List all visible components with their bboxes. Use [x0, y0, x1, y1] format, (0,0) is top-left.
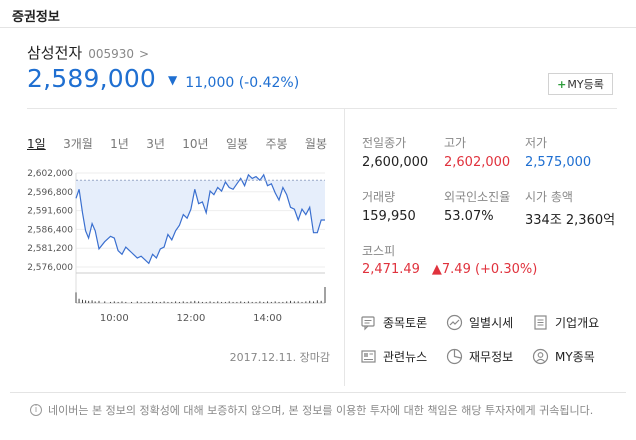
stat-low: 저가 2,575,000 [525, 134, 615, 170]
plus-icon: + [557, 77, 567, 91]
trend-icon [446, 314, 463, 331]
chevron-right-icon[interactable]: > [139, 47, 150, 61]
y-tick-label: 2,576,000 [27, 263, 73, 273]
price-area-fill [76, 174, 325, 264]
volume-bars [75, 287, 326, 303]
my-register-label: MY등록 [567, 78, 604, 91]
intraday-chart[interactable]: 2,602,000 2,596,800 2,591,600 2,586,400 2,58… [20, 160, 330, 335]
stat-value: 53.07% [444, 209, 494, 224]
link-label: 일별시세 [469, 316, 514, 330]
x-tick-label: 12:00 [177, 313, 206, 324]
current-price: 2,589,000 [27, 64, 157, 93]
x-tick-label: 10:00 [100, 313, 129, 324]
tab-monthly-candle[interactable]: 월봉 [304, 137, 327, 151]
stat-label: 시가 총액 [525, 190, 573, 204]
kospi-row: 2,471.49 ▲7.49 (+0.30%) [362, 262, 537, 277]
y-tick-label: 2,586,400 [27, 225, 73, 235]
price-row: 2,589,000 ▼ 11,000 (-0.42%) [27, 64, 299, 93]
stock-code[interactable]: 005930 [88, 47, 135, 61]
middle-divider [27, 108, 617, 109]
stat-value: 2,600,000 [362, 155, 429, 170]
stat-label: 외국인소진율 [444, 190, 511, 204]
link-label: 기업개요 [555, 316, 600, 330]
kospi-change: ▲7.49 (+0.30%) [431, 262, 538, 277]
top-divider [0, 27, 636, 28]
vertical-divider [344, 108, 345, 386]
link-company-overview[interactable]: 기업개요 [532, 314, 599, 331]
price-change: 11,000 (-0.42%) [185, 75, 300, 91]
link-financials[interactable]: 재무정보 [446, 348, 513, 365]
stat-high: 고가 2,602,000 [444, 134, 534, 170]
tab-daily-candle[interactable]: 일봉 [225, 137, 249, 151]
tab-10y[interactable]: 10년 [182, 137, 209, 151]
user-icon [532, 348, 549, 365]
stock-header[interactable]: 삼성전자 005930 > [27, 42, 149, 63]
y-tick-label: 2,602,000 [27, 169, 73, 179]
tab-1d[interactable]: 1일 [27, 137, 46, 151]
tab-1y[interactable]: 1년 [110, 137, 129, 151]
section-title: 증권정보 [12, 10, 60, 25]
period-tabs: 1일 3개월 1년 3년 10년 일봉 주봉 월봉 [27, 135, 327, 152]
tab-3y[interactable]: 3년 [146, 137, 165, 151]
stat-label: 저가 [525, 136, 548, 150]
stat-label: 전일종가 [362, 136, 407, 150]
tab-3m[interactable]: 3개월 [63, 137, 93, 151]
stat-volume: 거래량 159,950 [362, 188, 452, 224]
chart-date: 2017.12.11. 장마감 [229, 351, 330, 364]
tab-weekly-candle[interactable]: 주봉 [265, 137, 288, 151]
stat-market-cap: 시가 총액 334조 2,360억 [525, 188, 635, 228]
x-axis-labels: 10:00 12:00 14:00 [100, 313, 282, 324]
stat-value: 2,575,000 [525, 155, 592, 170]
stat-value: 334조 2,360억 [525, 213, 616, 228]
link-label: 관련뉴스 [383, 350, 428, 364]
pie-icon [446, 348, 463, 365]
stock-name[interactable]: 삼성전자 [27, 44, 83, 62]
stat-label: 고가 [444, 136, 467, 150]
price-line [75, 173, 325, 265]
stat-prev-close: 전일종가 2,600,000 [362, 134, 452, 170]
link-my-stocks[interactable]: MY종목 [532, 348, 595, 365]
link-discussion[interactable]: 종목토론 [360, 314, 427, 331]
y-axis-labels: 2,602,000 2,596,800 2,591,600 2,586,400 2,58… [27, 169, 73, 273]
y-tick-label: 2,591,600 [27, 207, 73, 217]
bottom-divider [10, 392, 626, 393]
y-tick-label: 2,596,800 [27, 188, 73, 198]
chat-icon [361, 316, 375, 331]
x-tick-label: 14:00 [253, 313, 282, 324]
kospi-label[interactable]: 코스피 [362, 244, 396, 258]
stat-value: 2,602,000 [444, 155, 511, 170]
stat-foreign-ratio: 외국인소진율 53.07% [444, 188, 534, 224]
link-label: MY종목 [555, 350, 595, 364]
disclaimer-text: 네이버는 본 정보의 정확성에 대해 보증하지 않으며, 본 정보를 이용한 투… [48, 404, 594, 417]
news-icon [361, 350, 376, 363]
info-icon: i [30, 404, 42, 416]
y-tick-label: 2,581,200 [27, 244, 73, 254]
stat-value: 159,950 [362, 209, 416, 224]
link-label: 재무정보 [469, 350, 514, 364]
link-label: 종목토론 [383, 316, 428, 330]
stat-label: 거래량 [362, 190, 396, 204]
kospi-value: 2,471.49 [362, 262, 420, 277]
disclaimer: i 네이버는 본 정보의 정확성에 대해 보증하지 않으며, 본 정보를 이용한… [30, 402, 593, 418]
document-icon [534, 315, 547, 330]
down-triangle-icon: ▼ [168, 73, 178, 87]
link-related-news[interactable]: 관련뉴스 [360, 348, 427, 365]
my-register-button[interactable]: + MY등록 [548, 73, 613, 95]
link-daily-price[interactable]: 일별시세 [446, 314, 513, 331]
